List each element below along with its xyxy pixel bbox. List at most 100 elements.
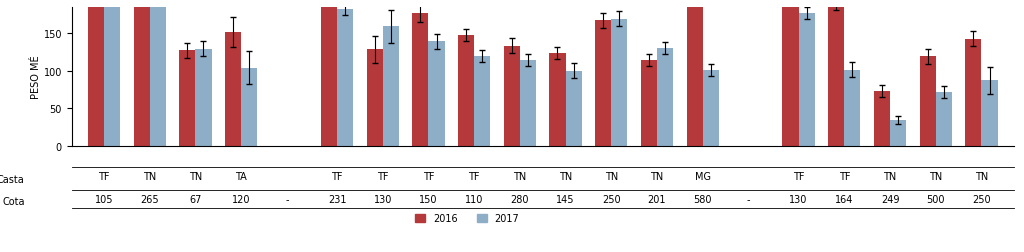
Bar	[936, 93, 952, 146]
Text: 67: 67	[189, 194, 202, 204]
Text: 123: 123	[553, 92, 562, 108]
Text: 265: 265	[140, 194, 159, 204]
Text: TF: TF	[98, 172, 110, 182]
Bar	[104, 0, 120, 146]
Bar	[428, 42, 444, 146]
Bar	[321, 0, 337, 146]
Text: 130: 130	[660, 90, 670, 105]
Bar	[367, 50, 383, 146]
Text: 322: 322	[91, 18, 100, 33]
Text: 500: 500	[927, 194, 945, 204]
Bar	[550, 54, 565, 146]
Bar	[504, 47, 520, 146]
Text: 87: 87	[985, 108, 994, 119]
Text: 145: 145	[556, 194, 574, 204]
Text: 190: 190	[831, 67, 841, 83]
Bar	[413, 14, 428, 146]
Text: TF: TF	[793, 172, 805, 182]
Bar	[565, 71, 582, 146]
Bar	[657, 49, 673, 146]
Y-axis label: PESO MÉ: PESO MÉ	[31, 55, 41, 99]
Text: TN: TN	[188, 172, 202, 182]
Bar	[799, 14, 815, 146]
Text: 34: 34	[894, 128, 902, 139]
Text: 182: 182	[341, 70, 349, 86]
Bar	[966, 40, 981, 146]
Legend: 2016, 2017: 2016, 2017	[412, 210, 523, 227]
Bar	[641, 61, 657, 146]
Text: 250: 250	[602, 194, 621, 204]
Bar	[241, 68, 257, 146]
Text: MG: MG	[694, 172, 711, 182]
Text: TN: TN	[513, 172, 526, 182]
Text: TF: TF	[423, 172, 434, 182]
Text: 167: 167	[599, 76, 607, 91]
Text: 71: 71	[939, 114, 948, 125]
Text: 280: 280	[511, 194, 529, 204]
Text: 73: 73	[878, 113, 887, 124]
Text: TN: TN	[975, 172, 988, 182]
Text: 139: 139	[432, 86, 441, 102]
Text: 150: 150	[419, 194, 437, 204]
Bar	[225, 33, 241, 146]
Bar	[686, 0, 702, 146]
Bar	[782, 0, 799, 146]
Text: 130: 130	[374, 194, 392, 204]
Text: 176: 176	[802, 72, 811, 88]
Bar	[981, 81, 997, 146]
Bar	[150, 0, 166, 146]
Text: 119: 119	[478, 94, 486, 109]
Text: 128: 128	[371, 90, 379, 106]
Text: Casta: Casta	[0, 174, 25, 184]
Text: 127: 127	[183, 91, 191, 107]
Text: 105: 105	[95, 194, 114, 204]
Bar	[611, 20, 628, 146]
Text: 114: 114	[523, 96, 532, 111]
Text: 104: 104	[245, 99, 254, 115]
Text: 110: 110	[465, 194, 483, 204]
Text: 250: 250	[972, 194, 991, 204]
Text: 218: 218	[137, 57, 146, 72]
Bar	[595, 21, 611, 146]
Text: 164: 164	[836, 194, 854, 204]
Text: 230: 230	[690, 52, 699, 68]
Bar	[179, 51, 196, 146]
Text: 129: 129	[199, 90, 208, 106]
Text: 249: 249	[881, 194, 899, 204]
Text: Cota: Cota	[2, 197, 25, 207]
Bar	[196, 49, 212, 146]
Text: 142: 142	[969, 85, 978, 101]
Text: 133: 133	[507, 88, 516, 104]
Bar	[337, 10, 353, 146]
Text: 120: 120	[231, 194, 250, 204]
Text: TA: TA	[236, 172, 247, 182]
Text: 201: 201	[648, 194, 667, 204]
Text: TN: TN	[929, 172, 942, 182]
Text: 159: 159	[386, 79, 395, 94]
Text: TN: TN	[143, 172, 157, 182]
Text: 151: 151	[228, 82, 238, 97]
Text: 147: 147	[462, 83, 471, 99]
Text: TF: TF	[332, 172, 343, 182]
Text: 580: 580	[693, 194, 712, 204]
Bar	[873, 91, 890, 146]
Bar	[133, 0, 150, 146]
Bar	[845, 71, 860, 146]
Text: 130: 130	[790, 194, 808, 204]
Text: 169: 169	[614, 75, 624, 91]
Bar	[474, 57, 490, 146]
Text: TN: TN	[604, 172, 617, 182]
Text: 100: 100	[569, 101, 579, 116]
Text: 101: 101	[848, 101, 857, 116]
Text: 229: 229	[786, 52, 795, 68]
Bar	[702, 71, 719, 146]
Text: TF: TF	[377, 172, 388, 182]
Bar	[520, 61, 536, 146]
Text: 119: 119	[924, 94, 932, 109]
Text: 230: 230	[325, 52, 334, 68]
Text: TN: TN	[559, 172, 572, 182]
Text: 177: 177	[416, 72, 425, 88]
Text: -: -	[285, 194, 289, 204]
Text: TN: TN	[650, 172, 664, 182]
Text: 114: 114	[644, 96, 653, 111]
